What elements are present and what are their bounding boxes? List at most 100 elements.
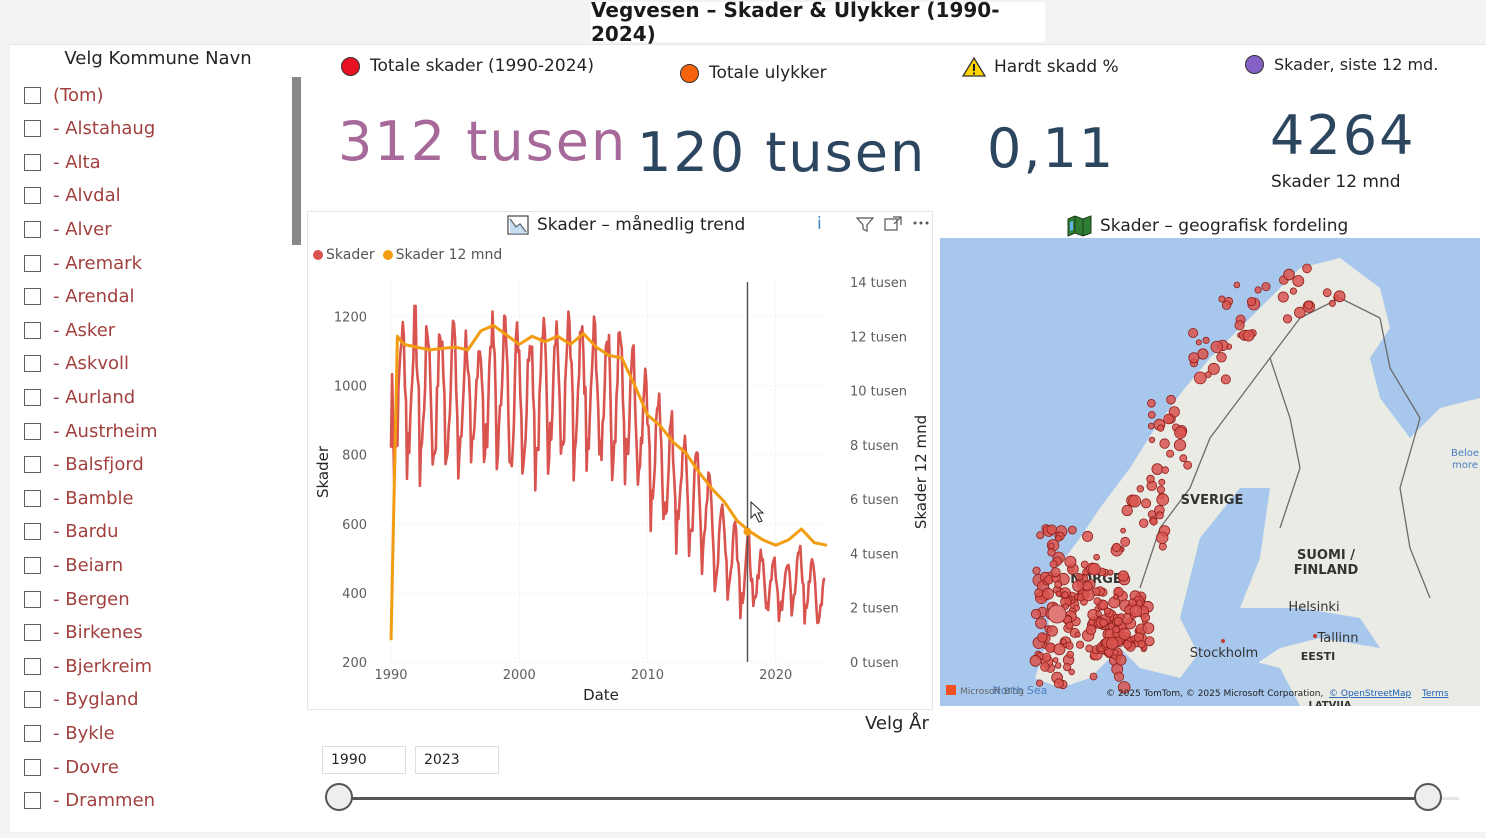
injury-bubble — [1098, 599, 1109, 610]
y-tick-label: 200 — [342, 656, 367, 671]
injury-bubble — [1242, 329, 1255, 342]
slicer-item[interactable]: - Alver — [24, 214, 112, 244]
checkbox[interactable] — [24, 187, 41, 205]
injury-bubble — [1149, 517, 1158, 526]
checkbox[interactable] — [24, 556, 41, 574]
slicer-item[interactable]: - Bergen — [24, 584, 130, 614]
focus-mode-icon[interactable] — [884, 216, 902, 232]
slicer-item[interactable]: - Bykle — [24, 718, 115, 748]
slicer-item[interactable]: - Beiarn — [24, 550, 123, 580]
border-line — [1139, 297, 1381, 589]
slicer-item[interactable]: - Balsfjord — [24, 450, 144, 480]
slicer-item-label: - Drammen — [53, 790, 156, 812]
checkbox[interactable] — [24, 288, 41, 306]
slicer-item[interactable]: - Austrheim — [24, 416, 157, 446]
checkbox[interactable] — [24, 456, 41, 474]
trend-visual[interactable] — [307, 211, 933, 710]
injury-bubble — [1328, 299, 1336, 307]
injury-bubble — [1030, 608, 1042, 620]
checkbox[interactable] — [24, 120, 41, 138]
injury-bubble — [1188, 328, 1199, 339]
geo-map[interactable]: SVERIGE SUOMI / FINLAND NORGE Helsinki Stockh… — [940, 238, 1480, 706]
injury-bubble — [1035, 617, 1047, 630]
slicer-item[interactable]: - Aremark — [24, 248, 142, 278]
checkbox[interactable] — [24, 86, 41, 104]
injury-bubble — [1155, 531, 1169, 545]
slicer-item[interactable]: - Aurland — [24, 382, 135, 412]
checkbox[interactable] — [24, 153, 41, 171]
slicer-item[interactable]: - Asker — [24, 315, 115, 345]
slicer-item[interactable]: - Alvdal — [24, 181, 121, 211]
injury-bubble — [1161, 466, 1170, 474]
injury-bubble — [1302, 263, 1312, 274]
map-label: SVERIGE — [1181, 493, 1244, 508]
injury-bubble — [1216, 352, 1227, 363]
slicer-item[interactable]: - Alstahaug — [24, 114, 155, 144]
year-from-input[interactable]: 1990 — [322, 746, 406, 774]
injury-bubble — [1055, 590, 1062, 597]
year-slider-start-handle[interactable] — [325, 783, 353, 811]
slicer-item-label: - Dovre — [53, 756, 119, 778]
injury-bubble — [1075, 572, 1084, 581]
injury-bubble — [1129, 604, 1143, 618]
slicer-item-label: (Tom) — [53, 84, 104, 106]
kpi-hardt-skadd-label: Hardt skadd % — [962, 56, 1119, 78]
injury-bubble — [1076, 640, 1085, 649]
injury-bubble — [1112, 649, 1119, 656]
map-attribution: © 2025 TomTom, © 2025 Microsoft Corporat… — [1106, 689, 1323, 699]
filter-icon[interactable] — [856, 216, 874, 232]
injury-bubble — [1292, 275, 1305, 287]
slicer-item-label: - Bygland — [53, 689, 139, 711]
checkbox[interactable] — [24, 388, 41, 406]
injury-bubble — [1048, 542, 1055, 550]
slicer-item[interactable]: - Alta — [24, 147, 101, 177]
city-dot — [1221, 639, 1225, 643]
checkbox[interactable] — [24, 624, 41, 642]
slicer-item-label: - Bamble — [53, 487, 134, 509]
slicer-item[interactable]: - Birkenes — [24, 618, 143, 648]
slicer-item[interactable]: - Askvoll — [24, 349, 129, 379]
year-slider-track[interactable] — [340, 797, 1429, 800]
year-slider-end-handle[interactable] — [1414, 783, 1442, 811]
y-tick-label: 600 — [342, 518, 367, 533]
checkbox[interactable] — [24, 254, 41, 272]
injury-bubble — [1261, 282, 1271, 292]
checkbox[interactable] — [24, 355, 41, 373]
checkbox[interactable] — [24, 489, 41, 507]
checkbox[interactable] — [24, 321, 41, 339]
y2-tick-label: 4 tusen — [850, 547, 899, 562]
slicer-item[interactable]: - Bygland — [24, 685, 139, 715]
checkbox[interactable] — [24, 422, 41, 440]
slicer-scrollbar[interactable] — [292, 77, 301, 245]
slicer-item-label: - Arendal — [53, 286, 135, 308]
slicer-item[interactable]: - Bamble — [24, 483, 134, 513]
injury-bubble — [1282, 314, 1293, 324]
injury-bubble — [1095, 610, 1102, 617]
checkbox[interactable] — [24, 792, 41, 810]
injury-bubble — [1053, 678, 1064, 689]
checkbox[interactable] — [24, 657, 41, 675]
slicer-item-label: - Beiarn — [53, 554, 124, 576]
checkbox[interactable] — [24, 691, 41, 709]
injury-bubble — [1117, 681, 1131, 694]
slicer-item[interactable]: - Bardu — [24, 517, 119, 547]
info-icon[interactable]: i — [817, 214, 822, 234]
slicer-item[interactable]: - Drammen — [24, 786, 155, 816]
year-to-input[interactable]: 2023 — [415, 746, 499, 774]
checkbox[interactable] — [24, 758, 41, 776]
slicer-item[interactable]: (Tom) — [24, 80, 104, 110]
terms-link[interactable]: Terms — [1421, 689, 1449, 699]
slicer-item[interactable]: - Dovre — [24, 752, 119, 782]
slicer-item[interactable]: - Bjerkreim — [24, 651, 152, 681]
openstreetmap-link[interactable]: © OpenStreetMap — [1329, 689, 1412, 699]
checkbox[interactable] — [24, 523, 41, 541]
x-tick-label: 2000 — [503, 668, 536, 683]
checkbox[interactable] — [24, 590, 41, 608]
checkbox[interactable] — [24, 220, 41, 238]
kpi-siste-12-value: 4264 — [1270, 104, 1416, 167]
slicer-item[interactable]: - Arendal — [24, 282, 134, 312]
checkbox[interactable] — [24, 724, 41, 742]
injury-bubble — [1036, 531, 1045, 540]
more-options-icon[interactable] — [912, 218, 930, 228]
